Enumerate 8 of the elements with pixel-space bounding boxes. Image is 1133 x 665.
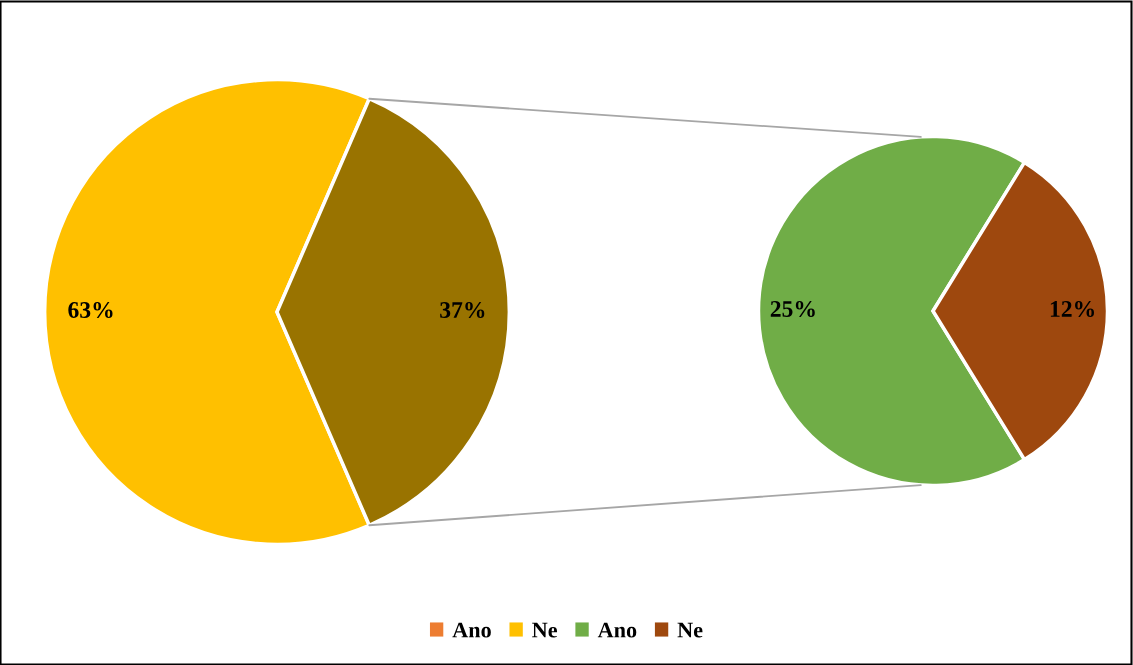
data-label: 12% [1050, 300, 1095, 317]
data-label: 25% [770, 300, 815, 317]
legend-label: Ne [532, 622, 558, 638]
legend-label: Ne [677, 622, 703, 638]
data-label: 63% [68, 301, 113, 318]
legend-label: Ano [597, 622, 637, 638]
legend-label: Ano [452, 622, 491, 638]
data-label: 37% [440, 301, 485, 318]
